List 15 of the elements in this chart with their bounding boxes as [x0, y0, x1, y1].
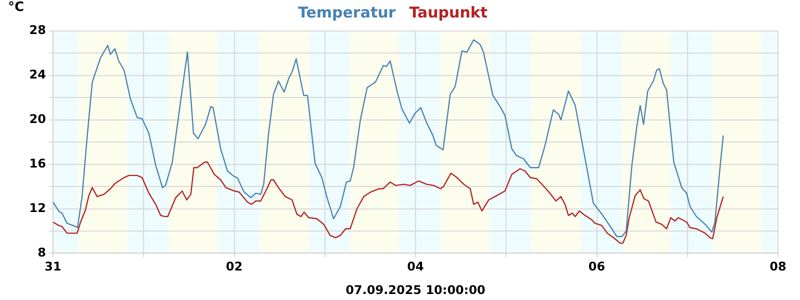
y-tick-label: 16 — [29, 156, 46, 170]
x-tick-label: 06 — [588, 260, 606, 274]
text: Taupunkt — [409, 3, 488, 22]
x-tick-label: 31 — [44, 260, 62, 274]
y-tick-label: 12 — [29, 200, 46, 215]
x-tick-label: 04 — [407, 260, 424, 274]
text: Temperatur — [298, 3, 396, 22]
x-axis-title: 07.09.2025 10:00:00 — [346, 282, 486, 297]
y-tick-label: 24 — [29, 68, 46, 82]
y-tick-label: 20 — [29, 112, 46, 126]
x-tick-label: 02 — [226, 260, 243, 274]
x-tick-label: 08 — [770, 260, 786, 274]
y-tick-label: 28 — [29, 23, 46, 38]
y-tick-label: 8 — [38, 245, 46, 260]
y-axis-title: °C — [8, 0, 24, 15]
